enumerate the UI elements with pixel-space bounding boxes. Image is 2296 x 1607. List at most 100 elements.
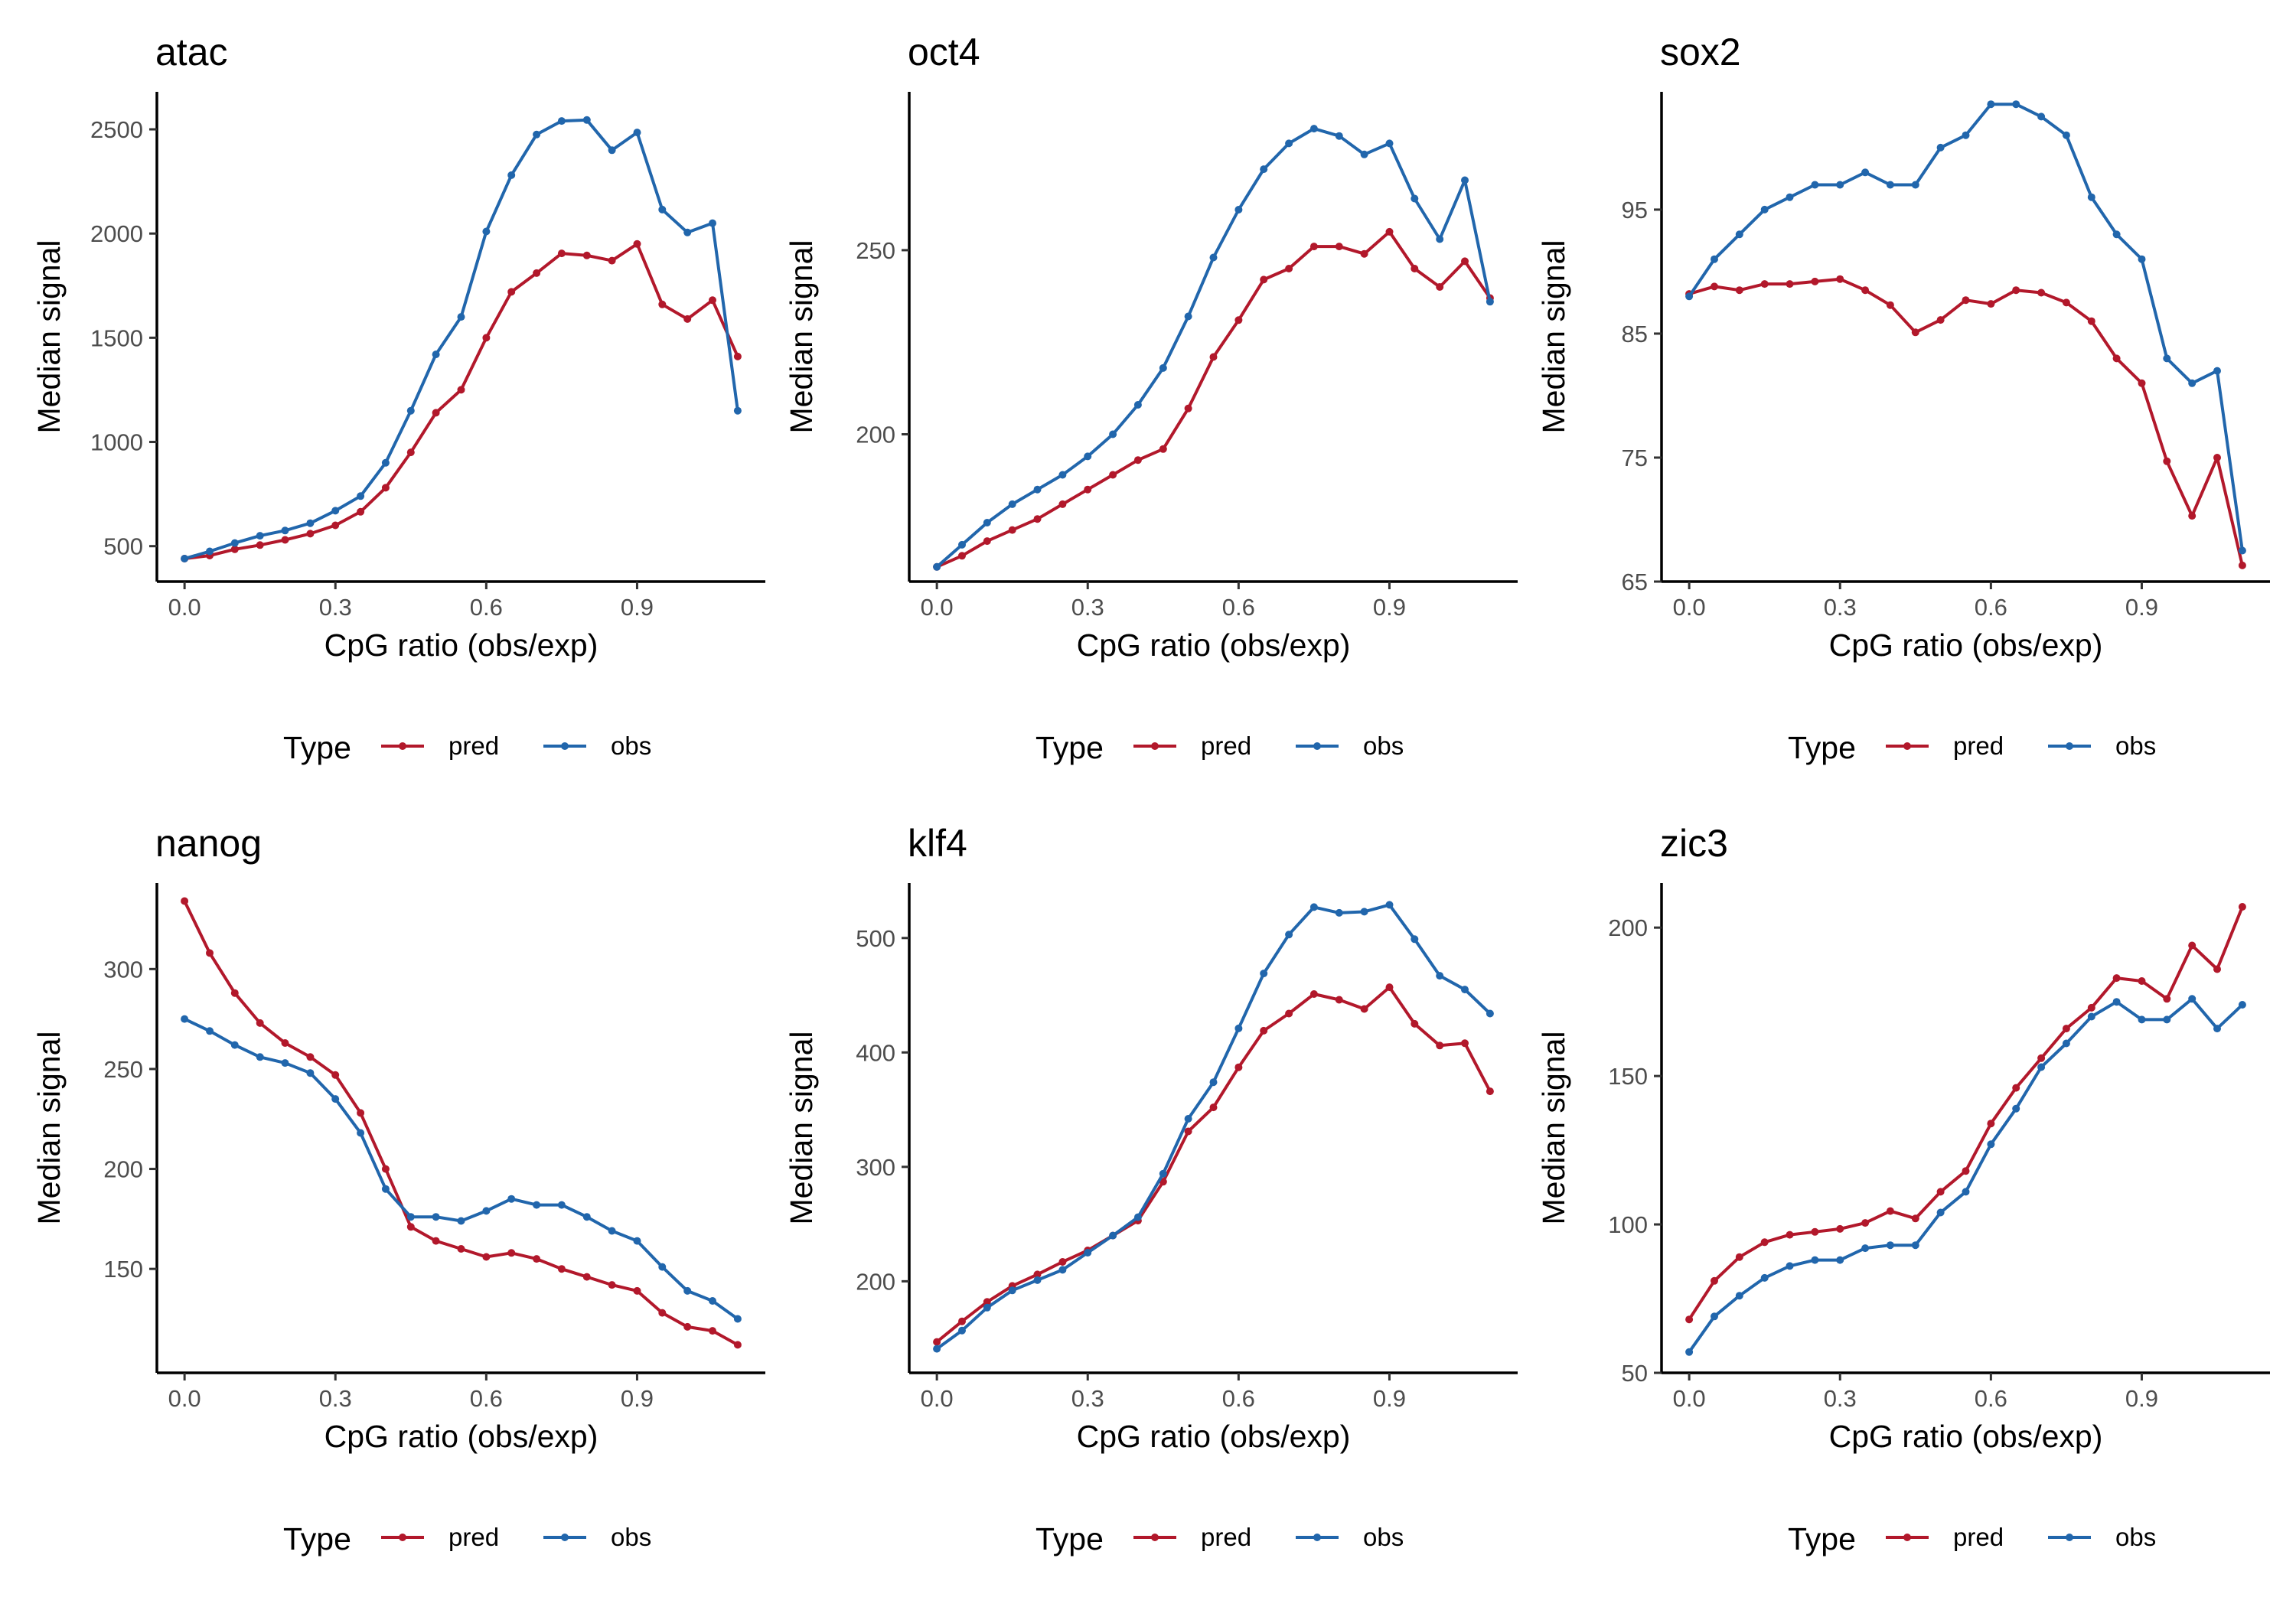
- y-tick-label: 150: [103, 1256, 143, 1283]
- panel-title: zic3: [1660, 822, 1728, 865]
- data-point-obs: [933, 562, 941, 571]
- data-point-obs: [1486, 1009, 1494, 1018]
- data-point-obs: [683, 1286, 692, 1295]
- data-point-obs: [1436, 235, 1444, 243]
- data-point-pred: [2087, 317, 2095, 325]
- data-point-obs: [1234, 1024, 1243, 1032]
- legend-label-obs: obs: [1363, 732, 1404, 760]
- data-point-obs: [1861, 1244, 1870, 1253]
- data-point-obs: [2112, 230, 2121, 239]
- data-point-pred: [1461, 257, 1469, 266]
- x-tick-label: 0.6: [470, 1385, 503, 1412]
- data-point-obs: [1760, 1273, 1769, 1282]
- series-line-pred: [183, 900, 739, 1347]
- data-point-pred: [582, 1273, 591, 1281]
- data-point-obs: [357, 1129, 365, 1137]
- data-point-pred: [230, 989, 239, 997]
- data-point-pred: [1886, 301, 1894, 309]
- data-point-pred: [658, 300, 667, 308]
- data-point-obs: [1987, 100, 1995, 109]
- x-axis-title: CpG ratio (obs/exp): [1829, 1419, 2103, 1454]
- data-point-obs: [181, 555, 189, 562]
- y-tick-label: 300: [856, 1154, 895, 1181]
- data-point-pred: [256, 1019, 264, 1027]
- y-tick-label: 75: [1622, 445, 1648, 471]
- series-line-obs: [1688, 997, 2244, 1353]
- y-tick-label: 200: [103, 1156, 143, 1183]
- y-tick-label: 2000: [90, 220, 143, 247]
- data-point-obs: [432, 1213, 440, 1221]
- data-point-pred: [1234, 1063, 1243, 1071]
- data-point-pred: [2037, 1054, 2046, 1062]
- data-point-obs: [306, 519, 315, 527]
- panel-title: nanog: [155, 822, 262, 865]
- data-point-obs: [533, 1201, 541, 1209]
- data-point-pred: [2012, 286, 2020, 295]
- data-point-pred: [457, 1245, 465, 1253]
- data-point-pred: [1685, 1315, 1694, 1324]
- x-tick-label: 0.0: [1673, 594, 1706, 621]
- legend-label-pred: pred: [448, 1523, 499, 1551]
- legend-title: Type: [1788, 1521, 1856, 1556]
- data-point-pred: [733, 352, 742, 360]
- data-point-pred: [658, 1309, 667, 1317]
- data-point-pred: [432, 1237, 440, 1245]
- data-point-obs: [1962, 1188, 1970, 1196]
- x-tick-label: 0.3: [1824, 594, 1857, 621]
- legend-key-point-obs: [1313, 1534, 1321, 1541]
- data-point-pred: [406, 1223, 415, 1231]
- y-axis-title: Median signal: [31, 1032, 67, 1225]
- data-point-pred: [633, 1286, 641, 1295]
- data-point-obs: [1209, 253, 1218, 262]
- data-point-obs: [306, 1069, 315, 1077]
- data-point-obs: [1133, 1213, 1142, 1221]
- data-point-pred: [432, 409, 440, 417]
- data-point-obs: [331, 1095, 340, 1103]
- data-point-obs: [2062, 1039, 2070, 1048]
- data-point-obs: [582, 116, 591, 124]
- data-point-pred: [1911, 1214, 1919, 1223]
- data-point-pred: [1209, 353, 1218, 361]
- data-point-pred: [1133, 456, 1142, 464]
- series-line-obs: [184, 118, 739, 560]
- panel-klf4: klf4 0.0 0.3 0.6 0.9 200 300 400 500 CpG ratio (o…: [784, 822, 1518, 1556]
- data-point-pred: [1385, 227, 1394, 236]
- data-point-obs: [1285, 931, 1293, 939]
- data-point-obs: [2087, 1012, 2095, 1021]
- series-line-pred: [184, 242, 739, 560]
- data-point-pred: [1411, 1019, 1419, 1028]
- data-point-obs: [733, 1315, 742, 1323]
- data-point-obs: [1109, 1231, 1117, 1240]
- data-point-obs: [1886, 181, 1894, 189]
- data-point-pred: [281, 536, 289, 544]
- data-point-obs: [709, 219, 716, 227]
- legend-key-point-pred: [1151, 742, 1159, 750]
- data-point-obs: [482, 227, 491, 236]
- y-tick-label: 1000: [90, 429, 143, 456]
- data-point-pred: [2163, 995, 2171, 1003]
- data-point-pred: [958, 552, 966, 560]
- data-point-pred: [1385, 983, 1394, 992]
- legend-label-pred: pred: [1953, 1523, 2004, 1551]
- data-point-pred: [306, 1053, 315, 1061]
- legend-label-obs: obs: [611, 732, 651, 760]
- data-point-pred: [1234, 316, 1243, 324]
- data-point-pred: [2138, 379, 2146, 387]
- x-axis-title: CpG ratio (obs/exp): [325, 627, 598, 663]
- data-point-pred: [482, 1253, 491, 1261]
- data-point-pred: [557, 1265, 566, 1273]
- x-tick-label: 0.6: [470, 594, 503, 621]
- y-tick-label: 150: [1608, 1063, 1648, 1090]
- data-point-obs: [633, 129, 641, 137]
- data-point-pred: [1911, 328, 1919, 337]
- data-point-pred: [1811, 277, 1819, 285]
- series-line-obs: [935, 127, 1492, 569]
- legend-key-point-pred: [399, 742, 406, 750]
- legend-label-obs: obs: [2115, 1523, 2156, 1551]
- y-axis-title: Median signal: [1536, 240, 1571, 434]
- data-point-pred: [533, 1255, 541, 1263]
- data-point-pred: [2037, 288, 2046, 297]
- data-point-obs: [2188, 379, 2197, 387]
- data-point-obs: [1461, 986, 1469, 994]
- data-point-obs: [2188, 995, 2197, 1003]
